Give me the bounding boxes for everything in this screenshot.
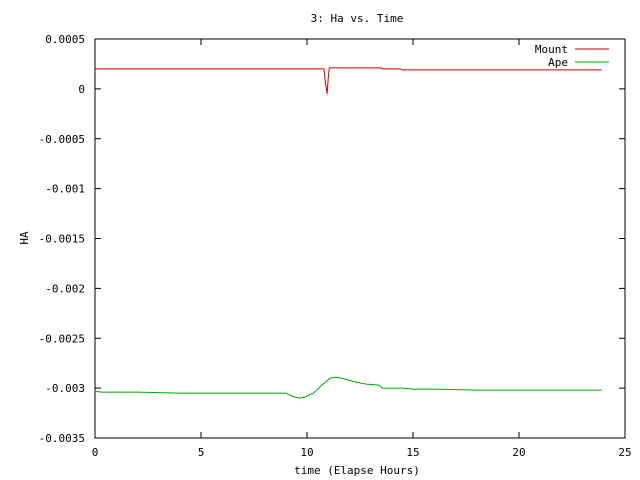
y-tick-label: -0.002 bbox=[45, 282, 85, 295]
y-axis-label: HA bbox=[18, 231, 31, 245]
x-tick-label: 10 bbox=[300, 446, 313, 459]
y-tick-label: -0.0015 bbox=[39, 233, 85, 246]
x-tick-label: 0 bbox=[92, 446, 99, 459]
series-lines bbox=[94, 67, 602, 399]
chart-title: 3: Ha vs. Time bbox=[311, 12, 404, 25]
x-tick-label: 25 bbox=[618, 446, 631, 459]
series-line-mount bbox=[95, 67, 602, 94]
legend-label: Ape bbox=[548, 56, 568, 69]
legend-label: Mount bbox=[535, 43, 568, 56]
y-tick-label: -0.0035 bbox=[39, 432, 85, 445]
y-tick-label: -0.0005 bbox=[39, 133, 85, 146]
plot-frame bbox=[94, 38, 626, 439]
x-tick-label: 15 bbox=[406, 446, 419, 459]
y-tick-label: 0.0005 bbox=[45, 33, 85, 46]
y-tick-label: -0.0025 bbox=[39, 332, 85, 345]
y-tick-label: 0 bbox=[78, 83, 85, 96]
x-tick-label: 5 bbox=[198, 446, 205, 459]
y-tick-label: -0.001 bbox=[45, 183, 85, 196]
x-axis-label: time (Elapse Hours) bbox=[294, 464, 420, 477]
ticks: 0.0005 0 -0.0005 -0.001 -0.0015 -0.002 -0.0025… bbox=[39, 33, 632, 459]
y-tick-label: -0.003 bbox=[45, 382, 85, 395]
x-tick-label: 20 bbox=[512, 446, 525, 459]
series-line-ape bbox=[94, 376, 602, 399]
